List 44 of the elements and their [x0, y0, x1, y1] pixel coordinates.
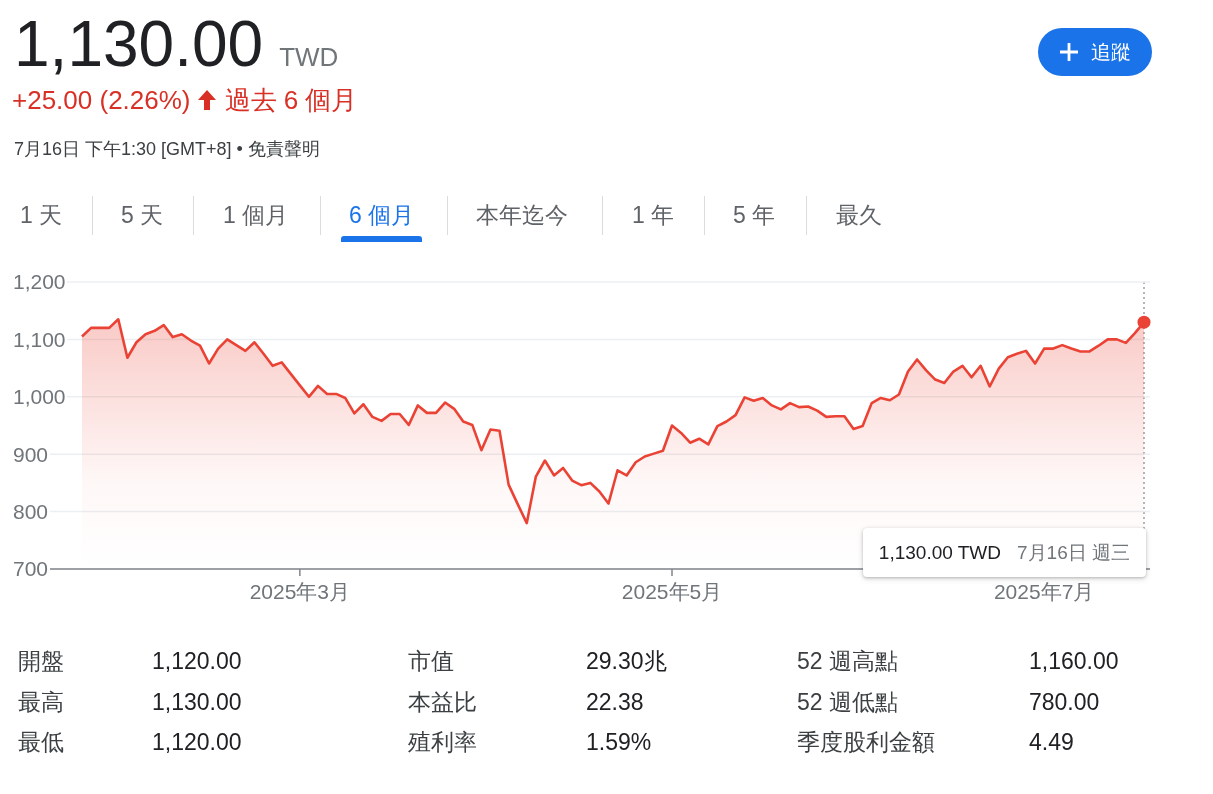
text: 6 個月: [349, 202, 415, 228]
text: 1 個月: [223, 202, 289, 228]
text: 最久: [836, 202, 882, 228]
text: 市值: [408, 648, 454, 674]
y-tick-label: 800: [13, 499, 49, 523]
text: 7月16日 下午1:30 [GMT+8] • 免責聲明: [14, 139, 320, 159]
text: 780.00: [1029, 688, 1100, 715]
annotation: 1,130.00 TWD: [878, 541, 1002, 564]
y-tick-label: 1,000: [13, 385, 66, 409]
text: 22.38: [586, 688, 644, 715]
x-tick-label: 2025年3月: [249, 580, 351, 604]
text: 殖利率: [408, 729, 477, 755]
text: 本年迄今: [476, 202, 568, 228]
text: 52 週高點: [797, 648, 898, 674]
x-tick-label: 2025年5月: [621, 580, 723, 604]
annotation: 7月16日 週三: [1017, 541, 1130, 564]
text: 季度股利金額: [797, 729, 935, 755]
text: 開盤: [18, 648, 64, 674]
text: +25.00 (2.26%): [12, 85, 191, 115]
y-tick-label: 1,100: [13, 327, 66, 351]
text: 4.49: [1029, 729, 1074, 755]
text: 1 年: [632, 202, 675, 228]
text: 5 年: [733, 202, 776, 228]
text: 1 天: [20, 202, 63, 228]
x-tick-label: 2025年7月: [993, 580, 1095, 604]
text: 1,160.00: [1029, 648, 1119, 674]
text: 本益比: [408, 688, 477, 715]
y-tick-label: 900: [13, 442, 49, 466]
y-tick-label: 1,200: [13, 270, 66, 294]
text: 5 天: [121, 202, 164, 228]
text: 52 週低點: [797, 688, 898, 715]
text: 最高: [18, 688, 64, 715]
text: 1,120.00: [152, 648, 242, 674]
button: 追蹤: [1038, 28, 1152, 76]
y-tick-label: 700: [13, 557, 49, 581]
text: 1,130.00: [14, 8, 264, 80]
text: 1,130.00: [152, 688, 242, 715]
text: 1,120.00: [152, 729, 242, 755]
text: 過去 6 個月: [224, 85, 358, 115]
text: 最低: [18, 729, 64, 755]
text: 29.30兆: [586, 648, 667, 674]
text: 1.59%: [586, 729, 652, 755]
text: TWD: [279, 42, 339, 72]
tooltip: 1,130.00 TWD 7月16日 週三: [862, 528, 1146, 577]
